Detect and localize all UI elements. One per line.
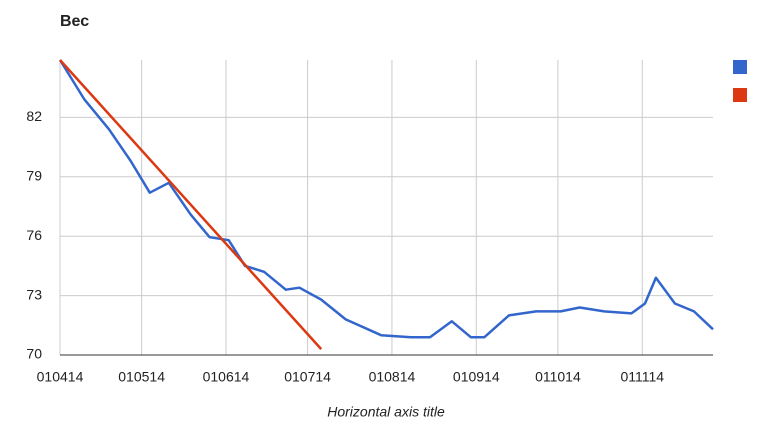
chart-title: Вес	[60, 13, 89, 30]
x-tick-label: 010414	[37, 369, 84, 385]
y-tick-label: 76	[26, 227, 42, 243]
y-tick-label: 79	[26, 168, 42, 184]
y-tick-label: 73	[26, 286, 42, 302]
x-tick-label: 010714	[284, 369, 331, 385]
y-tick-label: 82	[26, 108, 42, 124]
y-tick-label: 70	[26, 346, 42, 362]
x-tick-label: 010914	[453, 369, 500, 385]
x-tick-label: 010514	[118, 369, 165, 385]
x-axis-title: Horizontal axis title	[327, 404, 445, 420]
x-tick-label: 010614	[203, 369, 250, 385]
legend-swatch	[733, 88, 747, 102]
x-tick-label: 011114	[620, 369, 664, 385]
x-tick-label: 011014	[535, 369, 581, 385]
x-tick-label: 010814	[369, 369, 416, 385]
legend-swatch	[733, 60, 747, 74]
series-line	[58, 59, 714, 339]
series-line	[59, 59, 323, 350]
